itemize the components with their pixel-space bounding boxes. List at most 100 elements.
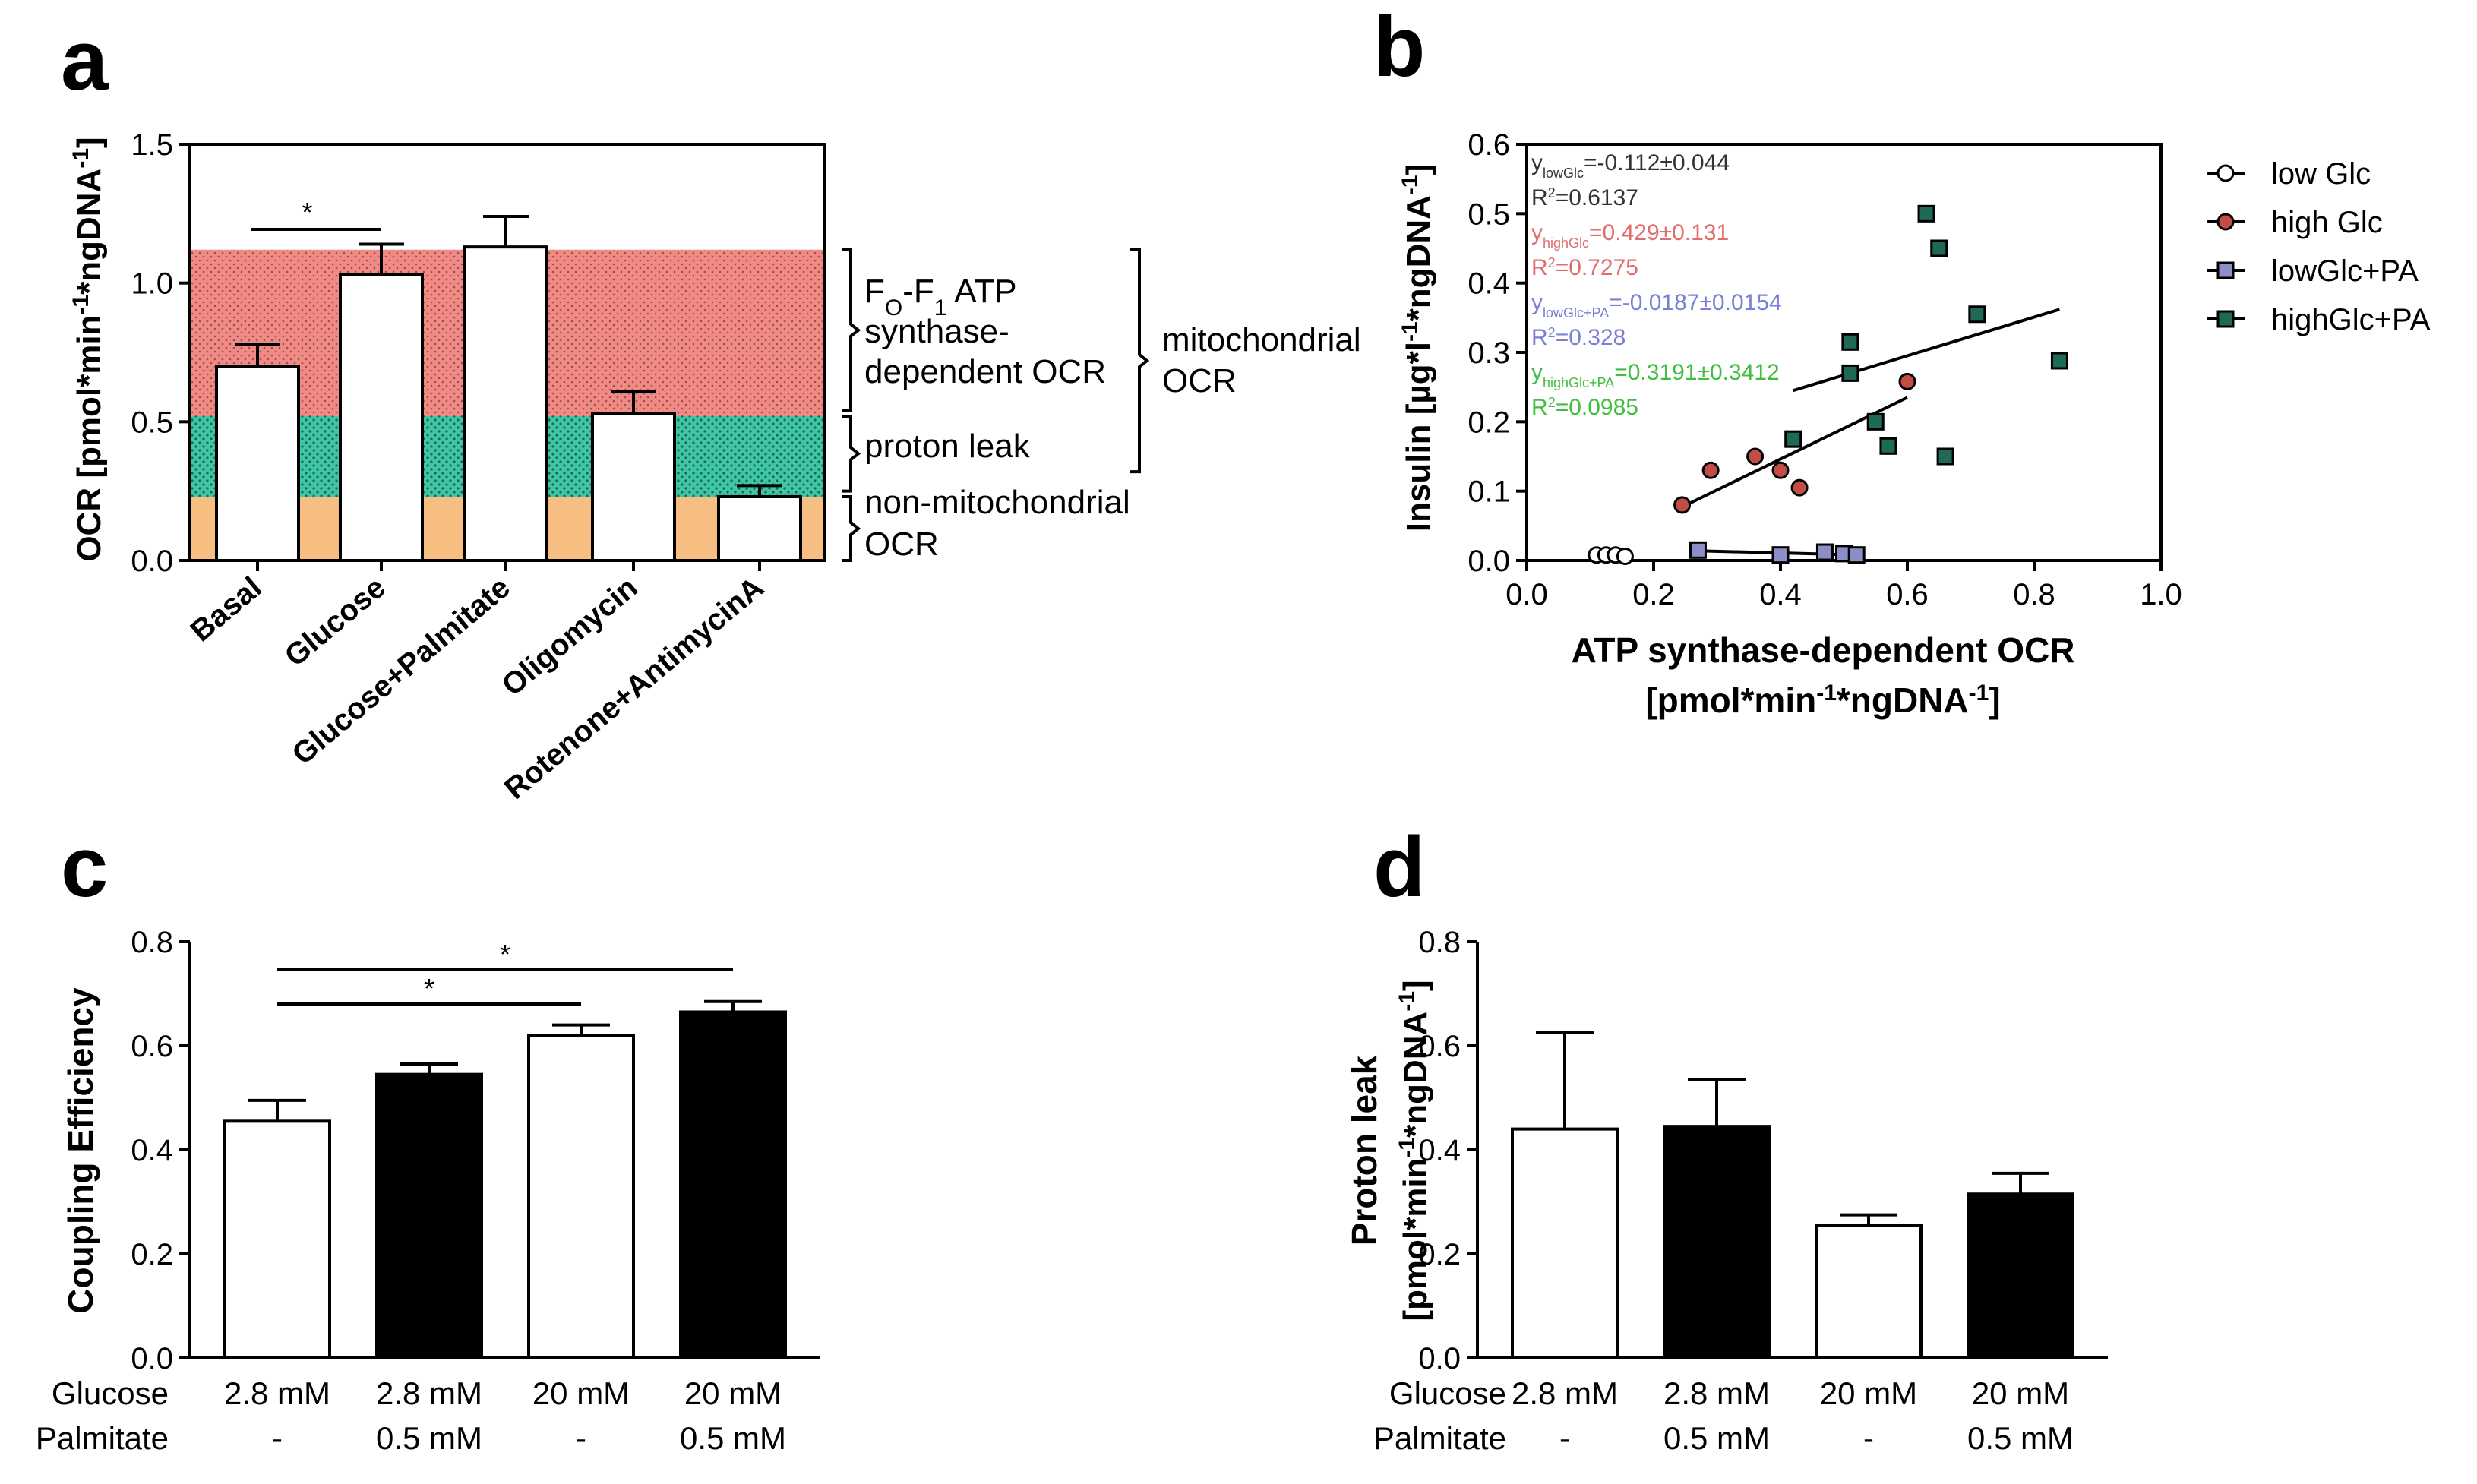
ytick-label-5: 0.5 (1468, 197, 1510, 231)
xtick-label-5: 1.0 (2140, 578, 2182, 611)
legend-label-1: high Glc (2271, 206, 2383, 239)
point-3-3 (2050, 352, 2068, 370)
bar-0 (1511, 1127, 1619, 1359)
panel-b-xlabel: ATP synthase-dependent OCR (1572, 630, 2075, 670)
legend-label-2: lowGlc+PA (2271, 254, 2419, 288)
xtick-label-2: Glucose+Palmitate (286, 570, 516, 771)
xtick-label-2: 0.4 (1759, 578, 1802, 611)
panel-letter-a: a (61, 13, 109, 108)
point-3-8 (1936, 447, 1954, 466)
row-label-glucose: Glucose (52, 1375, 169, 1411)
leak-label: proton leak (864, 428, 1031, 465)
ytick-label-2: 1.0 (131, 267, 173, 301)
panel-b-annotations: ylowGlc=-0.112±0.044 R2=0.6137 yhighGlc=0.… (1531, 150, 1782, 420)
ytick-label-2: 0.2 (1468, 406, 1510, 439)
equation-0: ylowGlc=-0.112±0.044 (1531, 150, 1730, 181)
glucose-value-3: 20 mM (1972, 1375, 2069, 1411)
point-1-2 (1746, 447, 1765, 466)
atp-label-line1: FO-F1 ATP (864, 273, 1017, 320)
ytick-label-1: 0.1 (1468, 475, 1510, 509)
r2-2: R2=0.328 (1531, 325, 1626, 350)
ytick-label-1: 0.5 (131, 406, 173, 439)
row-label-palmitate: Palmitate (36, 1420, 169, 1456)
point-3-5 (1841, 364, 1859, 382)
ytick-label-3: 1.5 (131, 128, 173, 162)
palmitate-value-2: - (576, 1420, 586, 1456)
bar-1 (339, 273, 424, 562)
panel-c-bars (223, 999, 787, 1360)
panel-b-axes: 0.0 0.1 0.2 0.3 0.4 0.5 0.6 0.0 0.2 0.4 0.6 0.8 1.0 (1468, 128, 2182, 611)
bar-2 (527, 1034, 635, 1360)
ytick-label-0: 0.0 (131, 1342, 173, 1375)
palmitate-value-0: - (272, 1420, 283, 1456)
xtick-label-1: 0.2 (1632, 578, 1675, 611)
panel-b-ylabel: Insulin [µg*l-1*ngDNA-1] (1398, 164, 1438, 532)
ytick-label-4: 0.8 (1418, 926, 1461, 959)
r2-0: R2=0.6137 (1531, 185, 1638, 210)
atp-label-line3: dependent OCR (864, 353, 1106, 390)
brace-atp (842, 248, 861, 412)
nonmito-label-line2: OCR (864, 526, 939, 563)
mito-label-line2: OCR (1162, 362, 1237, 399)
xtick-label-0: 0.0 (1505, 578, 1548, 611)
bar-1 (375, 1072, 483, 1360)
panel-c-chart: 0.0 0.2 0.4 0.6 0.8 * * Glucose Palmitate 2.8 mM… (36, 926, 820, 1456)
bar-3 (679, 1010, 787, 1359)
point-3-1 (1930, 239, 1948, 257)
point-0-3 (1616, 548, 1634, 566)
legend-label-3: highGlc+PA (2271, 303, 2431, 336)
panel-b-points (1588, 204, 2068, 566)
panel-a-chart: 0.0 0.5 1.0 1.5 Basal GlucoseGlucose+Palmitat… (68, 128, 1361, 806)
equation-2: ylowGlc+PA=-0.0187±0.0154 (1531, 290, 1782, 320)
row-label-palmitate: Palmitate (1373, 1420, 1506, 1456)
equation-3: yhighGlc+PA=0.3191±0.3412 (1531, 360, 1780, 390)
glucose-value-0: 2.8 mM (1512, 1375, 1618, 1411)
ytick-label-0: 0.0 (131, 545, 173, 578)
significance-star: * (302, 197, 312, 228)
atp-label-line2: synthase- (864, 313, 1009, 350)
xtick-label-1: Glucose (279, 570, 392, 673)
panel-b-fit-lines (1596, 308, 2060, 560)
panel-a-ylabel: OCR [pmol*min-1*ngDNA-1] (68, 137, 109, 561)
r2-3: R2=0.0985 (1531, 395, 1638, 420)
bar-2 (463, 245, 548, 562)
nonmito-label-line1: non-mitochondrial (864, 484, 1130, 521)
point-1-4 (1790, 478, 1809, 497)
point-3-9 (1784, 430, 1802, 448)
bar-0 (223, 1119, 331, 1359)
bar-3 (591, 412, 676, 563)
point-3-6 (1866, 412, 1885, 431)
panel-b-xlabel-units: [pmol*min-1*ngDNA-1] (1645, 680, 2000, 721)
legend-marker-0 (2216, 164, 2235, 182)
point-3-2 (1968, 305, 1986, 324)
ytick-label-2: 0.4 (131, 1134, 173, 1167)
panel-b-legend: low Glc high Glc lowGlc+PA highGlc+PA (2207, 157, 2431, 336)
palmitate-value-3: 0.5 mM (1967, 1420, 2074, 1456)
r2-1: R2=0.7275 (1531, 255, 1638, 280)
point-3-4 (1841, 333, 1859, 351)
legend-marker-3 (2216, 310, 2235, 328)
panel-letter-b: b (1373, 0, 1425, 94)
bar-0 (215, 365, 300, 562)
ytick-label-3: 0.6 (1418, 1030, 1461, 1063)
ytick-label-3: 0.3 (1468, 336, 1510, 370)
glucose-value-2: 20 mM (532, 1375, 630, 1411)
glucose-value-0: 2.8 mM (224, 1375, 330, 1411)
brace-nonmito (842, 494, 861, 562)
significance-star-0: * (424, 973, 434, 1004)
panel-c-condition-rows: Glucose Palmitate 2.8 mM - 2.8 mM 0.5 mM 20 mM… (36, 1375, 786, 1456)
point-2-2 (1815, 543, 1834, 561)
palmitate-value-1: 0.5 mM (376, 1420, 482, 1456)
legend-marker-1 (2216, 213, 2235, 231)
palmitate-value-2: - (1863, 1420, 1874, 1456)
xtick-label-4: 0.8 (2013, 578, 2055, 611)
point-2-4 (1847, 546, 1866, 564)
equation-1: yhighGlc=0.429±0.131 (1531, 220, 1729, 251)
panel-a-bars (215, 214, 802, 563)
xtick-label-4: Rotenone+AntimycinA (498, 570, 770, 806)
ytick-label-6: 0.6 (1468, 128, 1510, 162)
palmitate-value-0: - (1559, 1420, 1570, 1456)
ytick-label-3: 0.6 (131, 1030, 173, 1063)
